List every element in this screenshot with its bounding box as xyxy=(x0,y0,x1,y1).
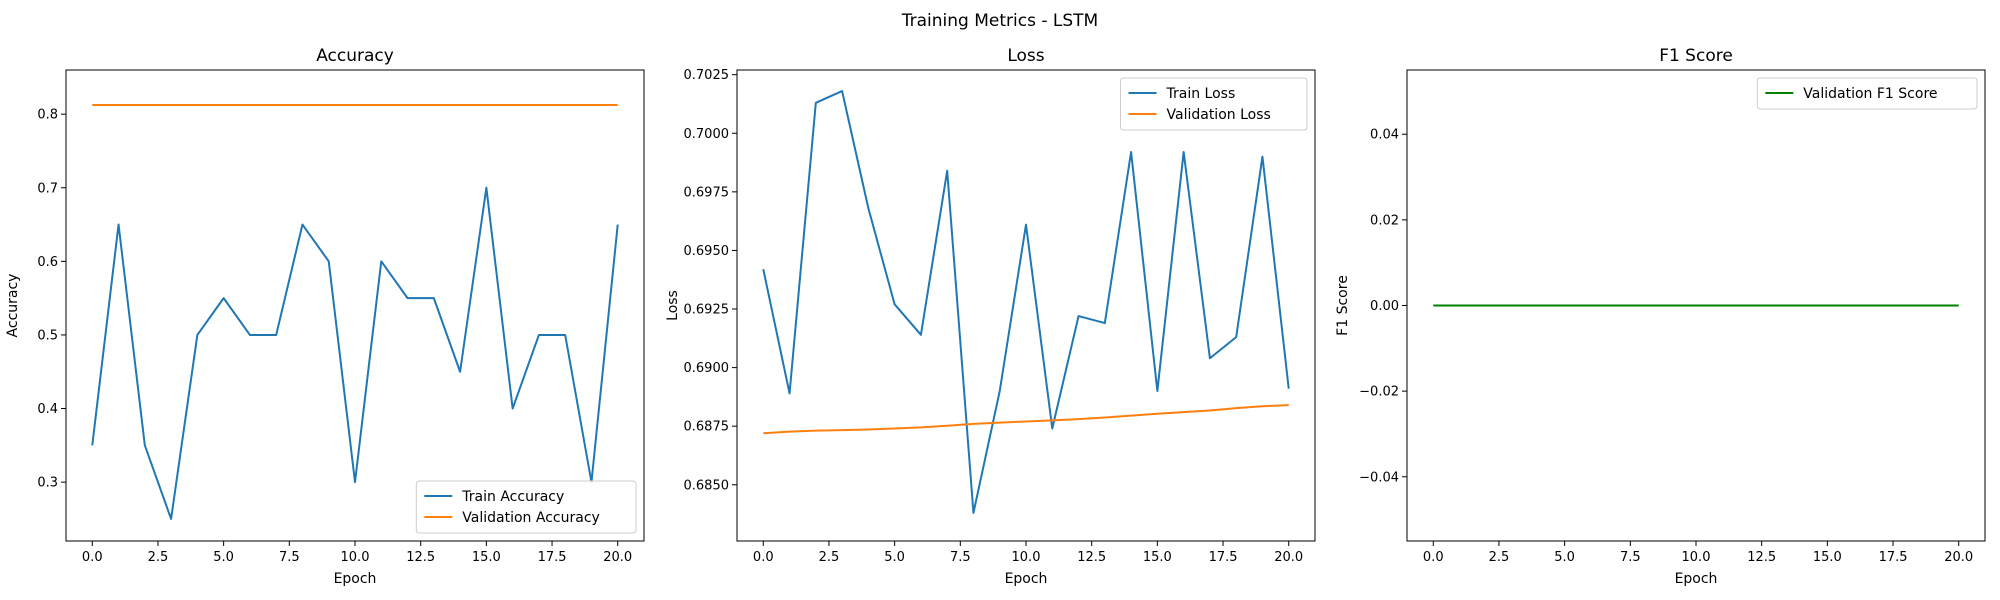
legend-label: Train Loss xyxy=(1166,86,1236,102)
x-tick-label: 17.5 xyxy=(1209,550,1238,565)
y-axis-label: Loss xyxy=(665,290,681,321)
x-tick-label: 7.5 xyxy=(1620,550,1641,565)
x-tick-label: 0.0 xyxy=(753,550,774,565)
y-tick-label: 0.6950 xyxy=(684,244,730,259)
train-accuracy-line xyxy=(91,186,619,520)
x-tick-label: 12.5 xyxy=(1077,550,1106,565)
legend: Train Accuracy Validation Accuracy xyxy=(415,480,637,534)
legend-label: Validation Accuracy xyxy=(462,510,600,526)
y-tick-label: 0.04 xyxy=(1370,128,1399,143)
y-tick-label: −0.02 xyxy=(1359,385,1399,400)
y-tick-label: 0.7025 xyxy=(684,68,730,83)
legend-box xyxy=(415,480,637,534)
y-tick-label: 0.02 xyxy=(1370,213,1399,228)
x-tick-label: 20.0 xyxy=(1274,550,1303,565)
x-tick-label: 12.5 xyxy=(406,550,435,565)
legend-box xyxy=(1120,77,1308,131)
y-tick-label: 0.8 xyxy=(37,108,58,123)
x-tick-label: 20.0 xyxy=(1944,550,1973,565)
y-tick-label: 0.7 xyxy=(37,181,58,196)
y-tick-label: 0.6975 xyxy=(684,185,730,200)
x-tick-label: 7.5 xyxy=(950,550,971,565)
x-tick-label: 5.0 xyxy=(213,550,234,565)
plot-title: Accuracy xyxy=(316,46,394,66)
legend-label: Train Accuracy xyxy=(461,489,564,505)
train-loss-line xyxy=(762,90,1290,514)
figure-title: Training Metrics - LSTM xyxy=(901,11,1098,31)
y-tick-label: 0.7000 xyxy=(684,127,730,142)
x-tick-label: 10.0 xyxy=(1682,550,1711,565)
x-tick-label: 15.0 xyxy=(1813,550,1842,565)
x-tick-label: 0.0 xyxy=(82,550,103,565)
x-tick-label: 0.0 xyxy=(1423,550,1444,565)
x-tick-label: 17.5 xyxy=(1879,550,1908,565)
x-axis-label: Epoch xyxy=(1675,571,1718,587)
plot-frame xyxy=(736,69,1316,542)
legend: Train Loss Validation Loss xyxy=(1120,77,1308,131)
y-tick-label: 0.5 xyxy=(37,328,58,343)
y-tick-label: −0.04 xyxy=(1359,470,1399,485)
x-axis-label: Epoch xyxy=(1005,571,1048,587)
validation-loss-line xyxy=(763,404,1289,435)
legend-box xyxy=(1756,77,1978,110)
x-tick-label: 5.0 xyxy=(884,550,905,565)
y-axis-label: Accuracy xyxy=(5,274,21,338)
y-tick-label: 0.3 xyxy=(37,476,58,491)
plot-title: F1 Score xyxy=(1659,46,1733,66)
x-tick-label: 7.5 xyxy=(279,550,300,565)
x-tick-label: 10.0 xyxy=(341,550,370,565)
y-tick-label: 0.4 xyxy=(37,402,58,417)
x-tick-label: 2.5 xyxy=(1489,550,1510,565)
x-axis-label: Epoch xyxy=(334,571,377,587)
y-axis-label: F1 Score xyxy=(1335,275,1351,336)
x-tick-label: 20.0 xyxy=(603,550,632,565)
y-tick-label: 0.6850 xyxy=(684,478,730,493)
y-tick-label: 0.6925 xyxy=(684,303,730,318)
y-tick-label: 0.6900 xyxy=(684,361,730,376)
x-tick-label: 12.5 xyxy=(1747,550,1776,565)
x-tick-label: 15.0 xyxy=(1143,550,1172,565)
x-tick-label: 17.5 xyxy=(538,550,567,565)
legend-label: Validation Loss xyxy=(1167,107,1271,123)
x-tick-label: 15.0 xyxy=(472,550,501,565)
f1-score-panel: F1 Score 0.0 2.5 5.0 7.5 10.0 12.5 15.0 17.5 20.0… xyxy=(1335,46,1986,587)
x-tick-label: 5.0 xyxy=(1554,550,1575,565)
legend-label: Validation F1 Score xyxy=(1803,86,1937,102)
loss-panel: Loss 0.0 2.5 5.0 7.5 10.0 12.5 15.0 17.5 20.0 0.68… xyxy=(665,46,1316,587)
y-tick-label: 0.00 xyxy=(1370,299,1399,314)
y-tick-label: 0.6875 xyxy=(684,420,730,435)
x-tick-label: 10.0 xyxy=(1012,550,1041,565)
legend: Validation F1 Score xyxy=(1756,77,1978,110)
x-tick-label: 2.5 xyxy=(148,550,169,565)
accuracy-panel: Accuracy 0.0 2.5 5.0 7.5 10.0 12.5 15.0 17.5 20.0… xyxy=(5,46,645,587)
x-tick-label: 2.5 xyxy=(819,550,840,565)
y-tick-label: 0.6 xyxy=(37,255,58,270)
plot-title: Loss xyxy=(1007,46,1044,66)
